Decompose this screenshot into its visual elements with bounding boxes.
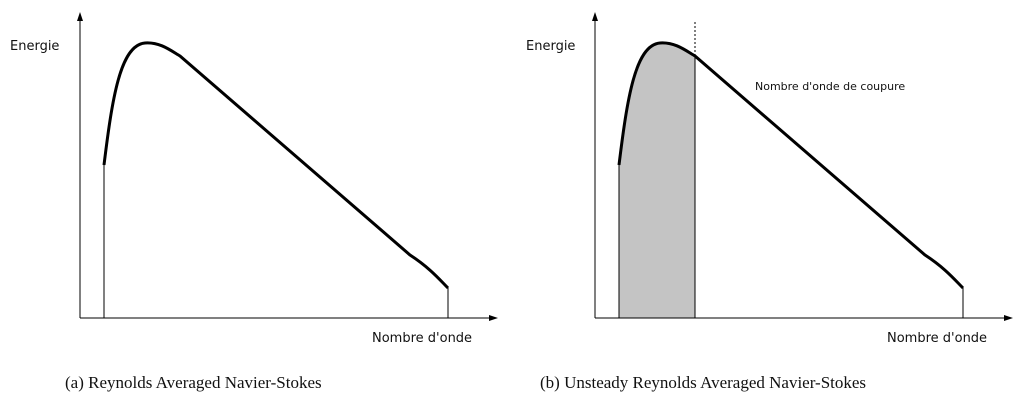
resolved-region [619,42,695,319]
y-axis-label: Energie [10,39,59,54]
spectrum-curve [617,41,965,290]
panel-a: Energie Nombre d'onde [10,12,498,346]
arrowhead [489,315,498,321]
arrowhead [1004,315,1013,321]
x-axis-label: Nombre d'onde [887,331,987,346]
panel-b: Energie Nombre d'onde Nombre d'onde de c… [526,12,1013,346]
annotation: Nombre d'onde de coupure [755,80,905,93]
x-axis-label: Nombre d'onde [372,331,472,346]
spectrum-curve [102,41,450,290]
arrowhead [77,12,83,21]
arrowhead [592,12,598,21]
y-axis-label: Energie [526,39,575,54]
caption: (a) Reynolds Averaged Navier-Stokes [65,373,322,392]
caption: (b) Unsteady Reynolds Averaged Navier-St… [540,373,867,392]
